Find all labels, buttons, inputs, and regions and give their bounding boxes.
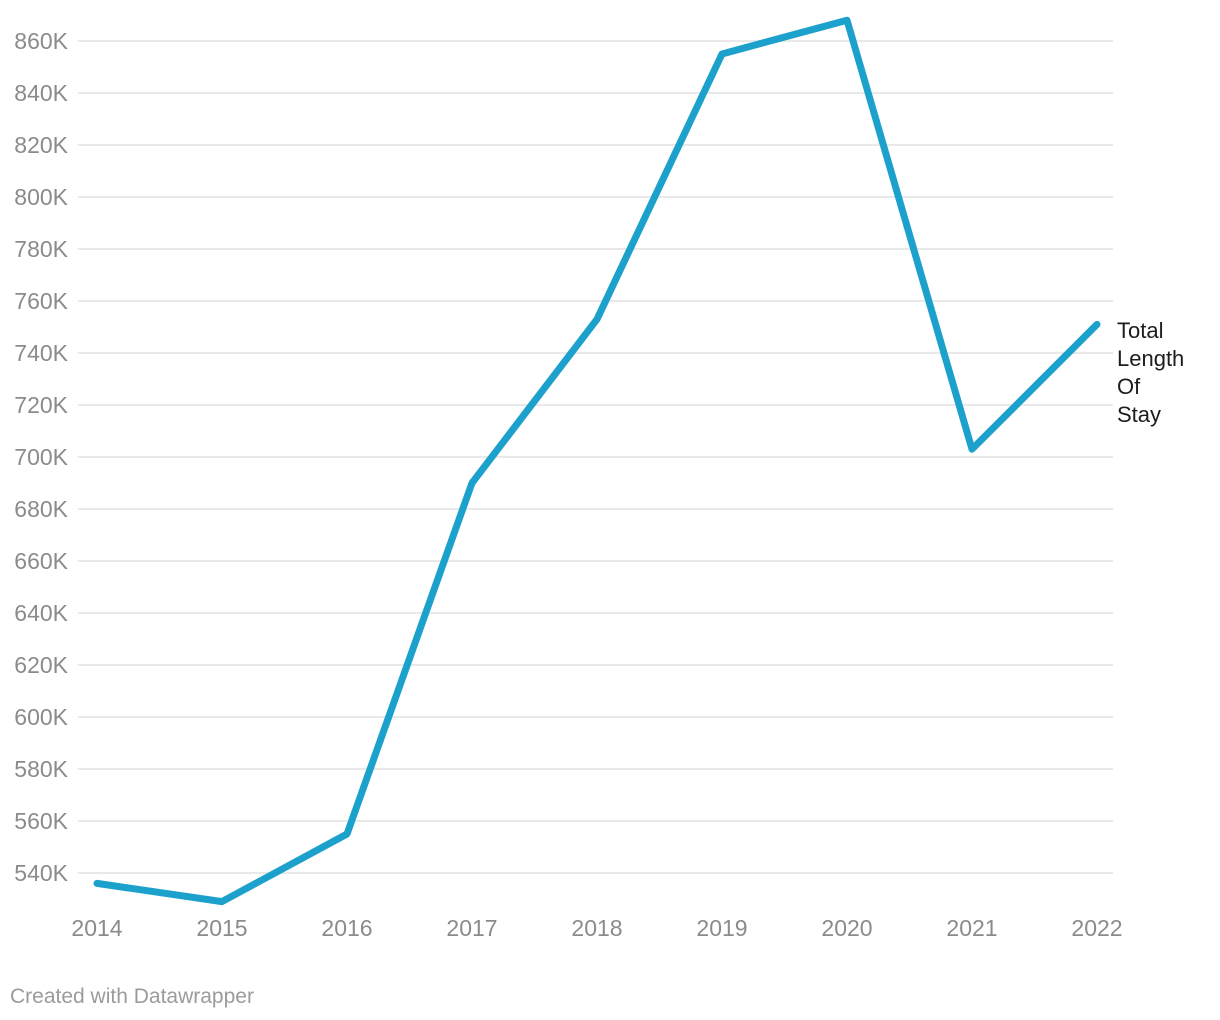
y-axis-tick-label: 620K xyxy=(14,652,68,678)
y-axis-tick-label: 540K xyxy=(14,860,68,886)
x-axis-tick-label: 2015 xyxy=(196,915,248,941)
y-axis-tick-label: 820K xyxy=(14,132,68,158)
series-line xyxy=(93,16,1101,906)
y-axis-tick-label: 580K xyxy=(14,756,68,782)
x-axis-tick-label: 2019 xyxy=(696,915,748,941)
y-axis-tick-label: 840K xyxy=(14,80,68,106)
line-chart: 540K 560K 580K 600K 620K 640K 660K 680K 700K 720K… xyxy=(14,16,1185,941)
series-direct-label: Total Length Of Stay xyxy=(1117,318,1185,427)
y-axis-tick-label: 760K xyxy=(14,288,68,314)
y-axis-tick-label: 740K xyxy=(14,340,68,366)
x-axis-tick-label: 2016 xyxy=(321,915,373,941)
x-axis-tick-label: 2021 xyxy=(946,915,998,941)
datawrapper-credit: Created with Datawrapper xyxy=(10,985,254,1008)
y-axis-tick-label: 860K xyxy=(14,28,68,54)
y-axis-tick-label: 680K xyxy=(14,496,68,522)
y-axis-tick-label: 640K xyxy=(14,600,68,626)
y-axis-tick-label: 780K xyxy=(14,236,68,262)
y-axis-tick-label: 660K xyxy=(14,548,68,574)
x-axis-tick-label: 2020 xyxy=(821,915,873,941)
x-axis-tick-label: 2018 xyxy=(571,915,623,941)
y-axis-tick-label: 700K xyxy=(14,444,68,470)
x-axis-tick-label: 2014 xyxy=(71,915,123,941)
chart-canvas xyxy=(78,16,1113,906)
x-axis-tick-label: 2017 xyxy=(446,915,498,941)
y-axis-tick-label: 800K xyxy=(14,184,68,210)
y-axis-tick-label: 600K xyxy=(14,704,68,730)
y-axis-tick-label: 560K xyxy=(14,808,68,834)
x-axis-tick-label: 2022 xyxy=(1071,915,1123,941)
y-axis-tick-label: 720K xyxy=(14,392,68,418)
